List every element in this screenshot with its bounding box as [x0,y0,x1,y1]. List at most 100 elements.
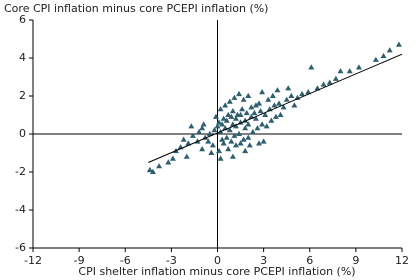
data-point [299,90,306,97]
data-point [222,102,229,108]
data-point [229,108,236,114]
data-point [217,155,224,161]
data-point [180,136,187,142]
data-point [149,168,156,174]
data-point [251,109,258,116]
data-point [245,134,252,140]
data-point [225,146,232,152]
y-tick-label: 2 [19,89,26,102]
data-point [248,104,255,110]
data-point [272,113,279,119]
data-point [229,153,236,159]
trend-line [148,53,403,163]
data-point [236,130,243,136]
data-point [326,79,333,85]
data-point [380,52,387,59]
data-point [280,104,287,110]
data-point [308,64,315,70]
data-point [232,142,239,148]
data-point [200,121,207,127]
data-point [346,68,353,74]
data-point [223,117,230,123]
data-point [276,100,282,106]
data-point [386,47,393,53]
data-point [242,125,249,131]
data-point [228,138,235,144]
data-point [212,113,219,119]
data-point [146,166,153,173]
data-point [240,96,247,102]
x-tick-label: 6 [306,254,313,267]
data-point [262,111,269,117]
data-point [268,117,275,123]
data-point [256,100,263,106]
data-point [240,136,247,142]
data-point [188,123,195,129]
data-point [228,113,235,119]
data-point [209,142,216,148]
data-point [199,125,206,131]
x-axis-title: CPI shelter inflation minus core PCEPI i… [78,265,355,278]
data-point [232,115,239,121]
data-point [263,123,270,129]
data-point [169,155,176,161]
data-point [355,64,362,70]
data-point [259,89,266,95]
data-point [239,106,246,112]
data-point [320,81,327,87]
data-point [217,106,224,112]
data-point [291,102,298,108]
data-point [231,94,238,100]
data-point [165,159,172,165]
data-point [269,92,276,98]
data-point [242,147,249,154]
data-point [216,147,223,154]
data-point [283,96,290,102]
data-point [214,123,221,129]
data-point [246,142,253,148]
data-point [211,127,218,133]
data-point [185,140,192,146]
x-tick-label: 9 [352,254,359,267]
data-point [252,102,259,108]
y-tick-label: -6 [15,241,26,254]
data-point [285,85,292,91]
data-point [232,123,239,129]
data-point [305,89,312,95]
data-point [395,41,402,47]
data-point [259,121,266,127]
data-point [260,138,267,144]
y-tick-label: -4 [15,203,26,216]
data-point [314,85,321,91]
data-point [223,134,230,140]
data-point [225,111,232,117]
data-point [220,140,227,146]
data-point [237,140,244,146]
data-point [229,121,236,127]
x-tick-label: -9 [74,254,85,267]
data-point [254,125,261,131]
x-tick-label: 3 [260,254,267,267]
data-point [189,132,196,138]
data-point [208,149,215,155]
y-tick-label: 6 [19,13,26,26]
data-point [196,128,203,135]
data-point [265,96,272,102]
data-point [372,56,379,62]
data-point [277,111,284,117]
data-point [205,138,212,144]
data-point [256,140,263,146]
data-point [243,109,250,116]
x-tick-label: 0 [214,254,221,267]
data-point [156,163,163,169]
data-point [231,132,238,138]
x-tick-label: 12 [395,254,409,267]
data-point [237,111,244,117]
data-point [271,102,278,108]
y-tick-label: -2 [15,165,26,178]
data-point [332,75,339,81]
data-point [219,121,226,127]
data-point [245,121,252,127]
y-axis-title: Core CPI inflation minus core PCEPI infl… [4,2,268,15]
